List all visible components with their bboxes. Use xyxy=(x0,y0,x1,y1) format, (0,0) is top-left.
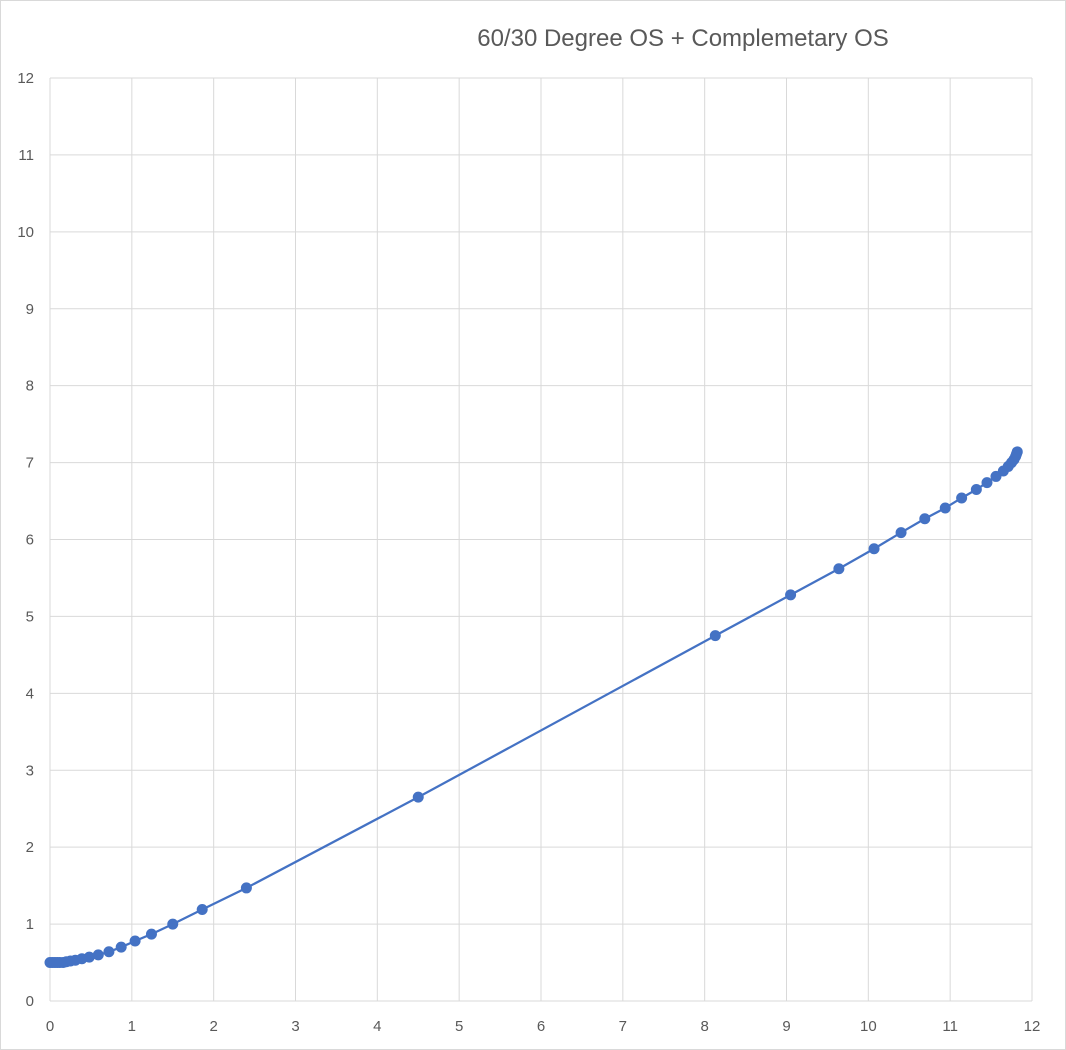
data-point xyxy=(412,791,424,803)
y-tick-label: 7 xyxy=(26,455,34,472)
x-tick-label: 0 xyxy=(46,1018,54,1035)
data-point xyxy=(970,484,982,496)
data-point xyxy=(1011,446,1023,458)
data-point xyxy=(196,903,208,915)
x-tick-label: 8 xyxy=(700,1018,708,1035)
data-point xyxy=(709,630,721,642)
x-tick-label: 3 xyxy=(291,1018,299,1035)
data-point xyxy=(919,513,931,525)
data-point xyxy=(895,527,907,539)
y-tick-label: 0 xyxy=(26,993,34,1010)
data-point xyxy=(868,543,880,555)
data-point xyxy=(956,492,968,504)
y-tick-label: 8 xyxy=(26,378,34,395)
y-tick-label: 1 xyxy=(26,916,34,933)
x-tick-label: 4 xyxy=(373,1018,381,1035)
data-point xyxy=(833,563,845,575)
y-tick-label: 2 xyxy=(26,839,34,856)
x-tick-label: 5 xyxy=(455,1018,463,1035)
data-point xyxy=(83,951,95,963)
data-point xyxy=(981,477,993,489)
y-tick-label: 11 xyxy=(18,147,34,164)
x-tick-label: 11 xyxy=(942,1018,958,1035)
series-layer xyxy=(44,446,1023,969)
chart-title: 60/30 Degree OS + Complemetary OS xyxy=(477,25,889,52)
x-tick-label: 9 xyxy=(782,1018,790,1035)
data-point xyxy=(990,470,1002,482)
y-tick-label: 3 xyxy=(26,762,34,779)
data-point xyxy=(785,589,797,601)
y-tick-label: 5 xyxy=(26,608,34,625)
x-tick-label: 10 xyxy=(860,1018,877,1035)
y-tick-label: 9 xyxy=(26,301,34,318)
x-tick-label: 12 xyxy=(1024,1018,1041,1035)
data-point xyxy=(939,502,951,514)
grid-layer xyxy=(49,77,1033,1002)
x-tick-label: 2 xyxy=(209,1018,217,1035)
x-tick-label: 1 xyxy=(128,1018,136,1035)
series-line xyxy=(50,451,1019,964)
data-point xyxy=(115,941,127,953)
y-tick-label: 6 xyxy=(26,532,34,549)
data-point xyxy=(92,949,104,961)
data-point xyxy=(103,946,115,958)
x-tick-label: 6 xyxy=(537,1018,545,1035)
x-tick-label: 7 xyxy=(619,1018,627,1035)
data-point xyxy=(145,928,157,940)
data-point xyxy=(240,882,252,894)
data-point xyxy=(167,918,179,930)
y-tick-label: 10 xyxy=(17,224,34,241)
y-tick-label: 12 xyxy=(17,70,34,87)
data-point xyxy=(129,935,141,947)
y-tick-label: 4 xyxy=(26,685,34,702)
